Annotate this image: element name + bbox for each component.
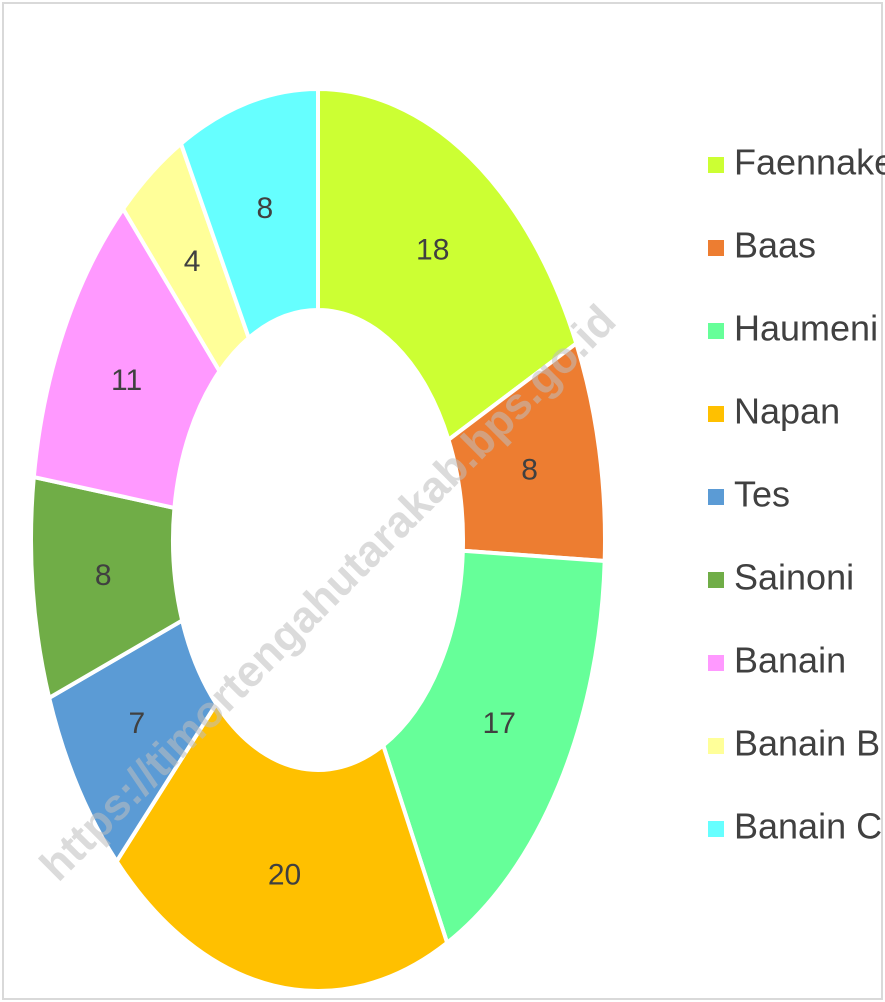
legend-swatch bbox=[708, 572, 724, 588]
legend-swatch bbox=[708, 157, 724, 173]
legend-swatch bbox=[708, 489, 724, 505]
legend-swatch bbox=[708, 655, 724, 671]
wedge bbox=[316, 86, 579, 444]
data-label: 18 bbox=[416, 233, 449, 266]
data-label: 7 bbox=[128, 707, 145, 740]
legend-label: Sainoni bbox=[734, 557, 854, 598]
data-label: 11 bbox=[111, 364, 142, 397]
legend-swatch bbox=[708, 821, 724, 837]
legend-label: Banain C bbox=[734, 806, 882, 847]
legend-label: Napan bbox=[734, 391, 840, 432]
legend-label: Banain bbox=[734, 640, 846, 681]
data-label: 8 bbox=[95, 559, 112, 592]
data-label: 8 bbox=[256, 192, 273, 225]
legend-label: Banain B bbox=[734, 723, 880, 764]
data-label: 17 bbox=[483, 707, 516, 740]
legend-swatch bbox=[708, 323, 724, 339]
legend-swatch bbox=[708, 406, 724, 422]
legend-label: Tes bbox=[734, 474, 790, 515]
legend-swatch bbox=[708, 240, 724, 256]
wedge bbox=[178, 86, 320, 342]
data-label: 20 bbox=[268, 858, 301, 891]
legend-label: Haumeni bbox=[734, 308, 878, 349]
legend-label: Faennake bbox=[734, 142, 885, 183]
wedge bbox=[31, 205, 222, 511]
wedge bbox=[114, 700, 450, 993]
legend-swatch bbox=[708, 738, 724, 754]
legend-label: Baas bbox=[734, 225, 816, 266]
wedge bbox=[380, 548, 607, 947]
data-label: 4 bbox=[184, 245, 201, 278]
legend: Faennake Baas Haumeni Napan Tes Sainoni Banain… bbox=[708, 142, 885, 847]
donut: 18 8 17 20 7 8 11 4 8 bbox=[29, 86, 607, 993]
data-label: 8 bbox=[521, 454, 538, 487]
